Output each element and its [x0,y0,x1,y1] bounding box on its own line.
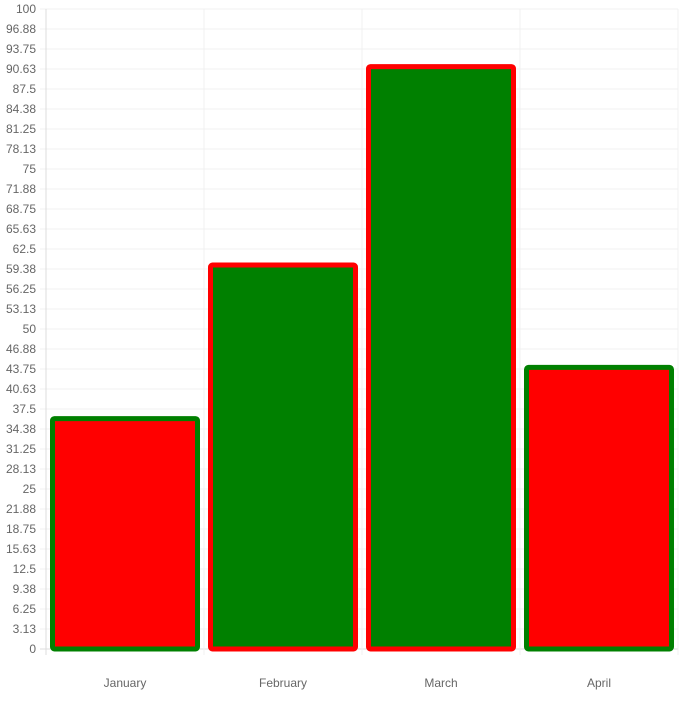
y-tick-label: 84.38 [6,102,36,116]
y-tick-label: 9.38 [13,582,37,596]
y-tick-label: 37.5 [13,402,37,416]
x-tick-label: March [424,676,457,690]
y-tick-label: 75 [23,162,37,176]
y-axis-ticks: 0 3.13 6.25 9.38 12.5 15.63 18.75 21.88 25 28.13 3… [6,2,36,656]
y-tick-label: 31.25 [6,442,36,456]
y-tick-label: 87.5 [13,82,37,96]
y-tick-label: 65.63 [6,222,36,236]
y-tick-label: 28.13 [6,462,36,476]
bar-march [366,64,516,652]
y-tick-label: 96.88 [6,22,36,36]
y-tick-label: 3.13 [13,622,37,636]
y-tick-label: 93.75 [6,42,36,56]
y-tick-label: 90.63 [6,62,36,76]
y-tick-label: 78.13 [6,142,36,156]
x-tick-label: January [104,676,147,690]
y-tick-label: 100 [16,2,36,16]
bar-february [208,262,358,652]
x-tick-label: February [259,676,307,690]
x-tick-label: April [587,676,611,690]
bar-april [524,364,674,652]
y-tick-label: 12.5 [13,562,37,576]
y-tick-label: 43.75 [6,362,36,376]
y-tick-label: 68.75 [6,202,36,216]
y-tick-label: 18.75 [6,522,36,536]
y-tick-label: 15.63 [6,542,36,556]
y-tick-label: 53.13 [6,302,36,316]
y-tick-label: 21.88 [6,502,36,516]
y-tick-label: 25 [23,482,37,496]
y-tick-label: 62.5 [13,242,37,256]
y-tick-label: 46.88 [6,342,36,356]
y-tick-label: 56.25 [6,282,36,296]
y-tick-label: 59.38 [6,262,36,276]
y-tick-label: 34.38 [6,422,36,436]
y-tick-label: 71.88 [6,182,36,196]
y-tick-label: 6.25 [13,602,37,616]
y-tick-label: 0 [29,642,36,656]
bars [50,64,674,652]
x-axis-ticks: January February March April [104,676,611,690]
y-tick-label: 50 [23,322,37,336]
y-tick-label: 81.25 [6,122,36,136]
bar-january [50,416,200,652]
y-tick-label: 40.63 [6,382,36,396]
